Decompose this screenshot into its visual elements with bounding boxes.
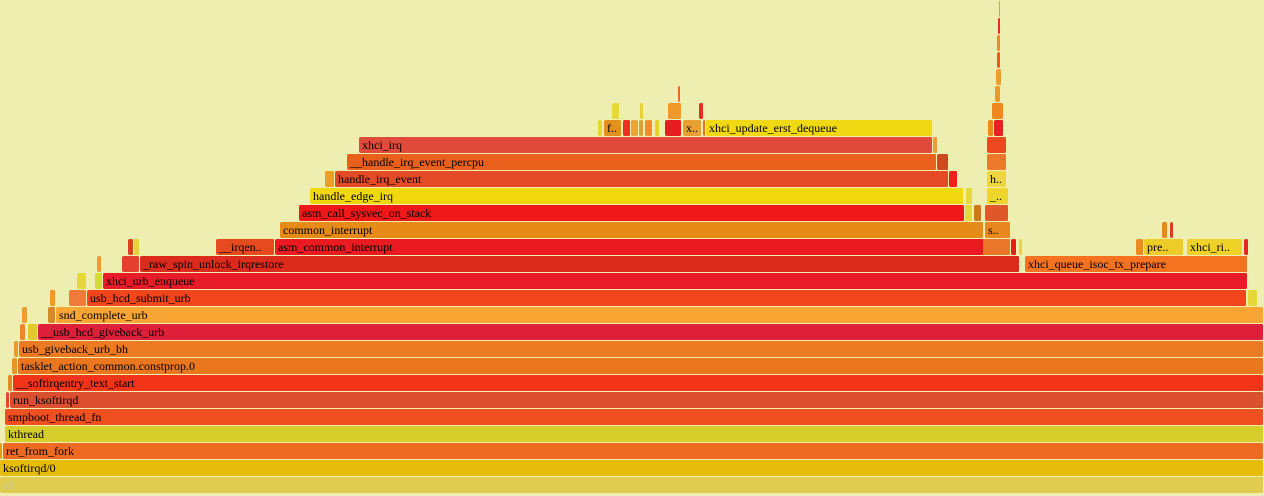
frame-unlabeled[interactable] xyxy=(998,18,1001,34)
frame-irqen[interactable]: __irqen.. xyxy=(216,239,275,255)
frame-unlabeled[interactable] xyxy=(640,103,644,119)
frame-unlabeled[interactable] xyxy=(997,52,1001,68)
frame-unlabeled[interactable] xyxy=(1011,239,1017,255)
frame-xhci-urb-enqueue[interactable]: xhci_urb_enqueue xyxy=(103,273,1248,289)
frame-unlabeled[interactable] xyxy=(987,154,1007,170)
frame-unlabeled[interactable] xyxy=(134,239,140,255)
frame-unlabeled[interactable] xyxy=(69,290,87,306)
frame-unlabeled[interactable] xyxy=(1244,239,1249,255)
frame-ksoftirqd-0[interactable]: ksoftirqd/0 xyxy=(0,460,1264,476)
frame-smpboot-thread-fn[interactable]: smpboot_thread_fn xyxy=(5,409,1264,425)
frame-handle-irq-event[interactable]: handle_irq_event xyxy=(335,171,949,187)
frame-unlabeled[interactable] xyxy=(645,120,653,136)
frame-common-interrupt[interactable]: common_interrupt xyxy=(280,222,984,238)
frame-xhci-queue-isoc-tx-prepare[interactable]: xhci_queue_isoc_tx_prepare xyxy=(1025,256,1248,272)
frame-unlabeled[interactable] xyxy=(28,324,38,340)
frame-unlabeled[interactable] xyxy=(598,120,603,136)
frame-ret-from-fork[interactable]: ret_from_fork xyxy=(3,443,1264,459)
frame-xhci-irq[interactable]: xhci_irq xyxy=(359,137,933,153)
frame-raw-spin-unlock-irqrestore[interactable]: _raw_spin_unlock_irqrestore xyxy=(140,256,1020,272)
frame-unlabeled[interactable] xyxy=(699,103,704,119)
frame-unlabeled[interactable] xyxy=(996,69,1002,85)
frame-asm-common-interrupt[interactable]: asm_common_interrupt xyxy=(275,239,985,255)
frame-s[interactable]: s.. xyxy=(985,222,1011,238)
frame-handle-edge-irq[interactable]: handle_edge_irq xyxy=(310,188,964,204)
frame-pre[interactable]: pre.. xyxy=(1144,239,1184,255)
frame-unlabeled[interactable] xyxy=(995,86,1001,102)
frame-usb-hcd-submit-urb[interactable]: usb_hcd_submit_urb xyxy=(87,290,1247,306)
frame-unlabeled[interactable] xyxy=(1248,290,1258,306)
frame-tasklet-action-common-constprop-0[interactable]: tasklet_action_common.constprop.0 xyxy=(18,358,1264,374)
frame-unlabeled[interactable] xyxy=(12,358,18,374)
frame-unlabeled[interactable] xyxy=(639,120,644,136)
frame-unlabeled[interactable] xyxy=(985,205,1009,221)
frame-xhci-ri[interactable]: xhci_ri.. xyxy=(1187,239,1243,255)
frame-unlabeled[interactable] xyxy=(937,154,949,170)
frame-unlabeled[interactable] xyxy=(987,137,1007,153)
frame-unlabeled[interactable] xyxy=(965,205,973,221)
frame-unlabeled[interactable] xyxy=(1019,239,1023,255)
frame-unlabeled[interactable] xyxy=(623,120,631,136)
frame-snd-complete-urb[interactable]: snd_complete_urb xyxy=(56,307,1264,323)
frame-run-ksoftirqd[interactable]: run_ksoftirqd xyxy=(10,392,1264,408)
frame-unlabeled[interactable] xyxy=(988,120,994,136)
frame-unlabeled[interactable] xyxy=(678,86,681,102)
frame-unlabeled[interactable] xyxy=(997,35,1001,51)
frame-unlabeled[interactable] xyxy=(128,239,134,255)
frame-unlabeled[interactable] xyxy=(6,392,10,408)
frame-handle-irq-event-percpu[interactable]: __handle_irq_event_percpu xyxy=(347,154,937,170)
frame-unlabeled[interactable] xyxy=(1162,222,1168,238)
frame-unlabeled[interactable] xyxy=(1136,239,1144,255)
frame-unlabeled[interactable] xyxy=(50,290,56,306)
frame-unlabeled[interactable] xyxy=(668,103,682,119)
frame-unlabeled[interactable] xyxy=(122,256,140,272)
frame-unlabeled[interactable] xyxy=(97,256,102,272)
frame-usb-giveback-urb-bh[interactable]: usb_giveback_urb_bh xyxy=(19,341,1264,357)
frame-h[interactable]: h.. xyxy=(987,171,1007,187)
frame-unlabeled[interactable] xyxy=(655,120,660,136)
frame-unlabeled[interactable] xyxy=(612,103,620,119)
frame-unlabeled[interactable] xyxy=(933,137,938,153)
frame-unlabeled[interactable] xyxy=(966,188,973,204)
frame-unlabeled[interactable] xyxy=(703,120,706,136)
frame-unlabeled[interactable] xyxy=(95,273,103,289)
frame-usb-hcd-giveback-urb[interactable]: __usb_hcd_giveback_urb xyxy=(38,324,1264,340)
frame-unlabeled[interactable] xyxy=(1170,222,1174,238)
frame-unlabeled[interactable] xyxy=(8,375,13,391)
frame-unlabeled[interactable] xyxy=(48,307,56,323)
frame-unlabeled[interactable] xyxy=(665,120,682,136)
frame-unlabeled[interactable] xyxy=(999,1,1001,17)
frame-unlabeled[interactable] xyxy=(631,120,639,136)
frame-unlabeled[interactable] xyxy=(983,239,1011,255)
frame-all[interactable]: all xyxy=(0,477,1264,493)
frame-f[interactable]: f.. xyxy=(604,120,622,136)
frame-softirqentry-text-start[interactable]: __softirqentry_text_start xyxy=(13,375,1264,391)
frame-unlabeled[interactable] xyxy=(974,205,982,221)
frame-[interactable]: _.. xyxy=(987,188,1009,204)
frame-kthread[interactable]: kthread xyxy=(5,426,1264,442)
frame-asm-call-sysvec-on-stack[interactable]: asm_call_sysvec_on_stack xyxy=(299,205,965,221)
frame-unlabeled[interactable] xyxy=(325,171,335,187)
frame-unlabeled[interactable] xyxy=(0,443,3,459)
frame-unlabeled[interactable] xyxy=(992,103,1004,119)
frame-unlabeled[interactable] xyxy=(994,120,1004,136)
frame-unlabeled[interactable] xyxy=(20,324,26,340)
frame-x[interactable]: x.. xyxy=(683,120,702,136)
frame-unlabeled[interactable] xyxy=(949,171,958,187)
frame-unlabeled[interactable] xyxy=(77,273,87,289)
frame-unlabeled[interactable] xyxy=(22,307,28,323)
frame-unlabeled[interactable] xyxy=(14,341,19,357)
frame-xhci-update-erst-dequeue[interactable]: xhci_update_erst_dequeue xyxy=(706,120,933,136)
